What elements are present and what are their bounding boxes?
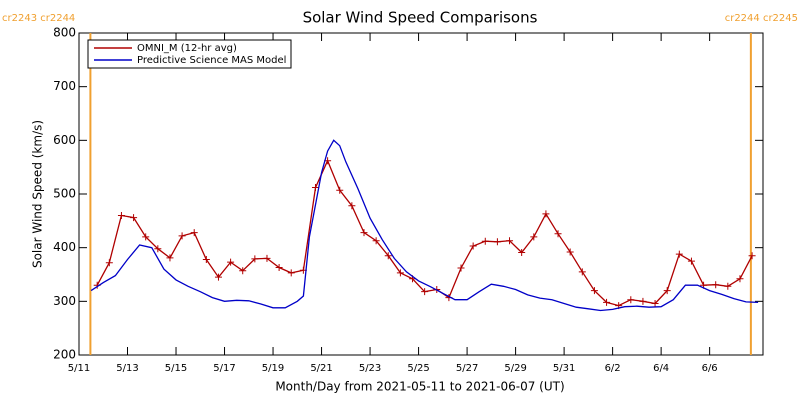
y-axis-label: Solar Wind Speed (km/s)	[31, 120, 45, 268]
y-tick-label: 700	[53, 79, 76, 93]
data-point	[202, 255, 210, 263]
data-point	[469, 242, 477, 250]
y-tick-label: 300	[53, 294, 76, 308]
data-point	[166, 254, 174, 262]
data-point	[275, 264, 283, 272]
series-line	[90, 139, 759, 312]
data-point	[651, 299, 659, 307]
x-tick-label: 5/15	[165, 363, 187, 374]
x-tick-label: 5/13	[116, 363, 138, 374]
x-tick-label: 5/23	[359, 363, 381, 374]
x-tick-label: 6/2	[605, 363, 621, 374]
data-point	[421, 288, 429, 296]
data-point	[360, 229, 368, 237]
chart-title: Solar Wind Speed Comparisons	[303, 9, 538, 27]
x-tick-label: 5/31	[553, 363, 575, 374]
data-point	[493, 238, 501, 246]
data-point	[239, 267, 247, 275]
x-tick-label: 5/17	[213, 363, 235, 374]
data-point	[372, 237, 380, 245]
data-point	[712, 281, 720, 289]
rotation-label: cr2244 cr2245	[725, 13, 798, 24]
x-tick-label: 6/4	[653, 363, 669, 374]
data-point	[554, 230, 562, 238]
data-point	[518, 248, 526, 256]
x-tick-label: 5/21	[310, 363, 332, 374]
legend-box	[87, 39, 292, 69]
data-point	[748, 252, 756, 260]
data-point	[178, 232, 186, 240]
data-point	[336, 186, 344, 194]
data-point	[639, 297, 647, 305]
data-point	[457, 264, 465, 272]
data-point	[578, 268, 586, 276]
data-point	[530, 233, 538, 241]
data-point	[506, 237, 514, 245]
data-point	[384, 252, 392, 260]
data-point	[130, 214, 138, 222]
data-point	[687, 257, 695, 265]
x-tick-label: 6/6	[702, 363, 718, 374]
x-tick-label: 5/25	[407, 363, 429, 374]
data-point	[287, 269, 295, 277]
data-point	[675, 250, 683, 258]
data-point	[154, 245, 162, 253]
y-tick-label: 800	[53, 26, 76, 40]
x-axis-label: Month/Day from 2021-05-11 to 2021-06-07 …	[275, 380, 564, 394]
y-tick-label: 600	[53, 133, 76, 147]
data-point	[566, 248, 574, 256]
x-tick-label: 5/27	[456, 363, 478, 374]
data-point	[190, 229, 198, 237]
rotation-label: cr2243 cr2244	[2, 13, 75, 24]
data-point	[263, 254, 271, 262]
data-point	[736, 275, 744, 283]
data-point	[311, 184, 319, 192]
data-point	[214, 273, 222, 281]
data-point	[348, 202, 356, 210]
legend-label: Predictive Science MAS Model	[137, 55, 286, 66]
legend-label: OMNI_M (12-hr avg)	[137, 43, 237, 54]
x-tick-label: 5/29	[504, 363, 526, 374]
data-point	[481, 237, 489, 245]
data-point	[542, 210, 550, 218]
data-point	[227, 258, 235, 266]
data-point	[396, 269, 404, 277]
x-tick-label: 5/19	[262, 363, 284, 374]
data-point	[603, 298, 611, 306]
data-point	[117, 211, 125, 219]
data-point	[724, 282, 732, 290]
y-tick-label: 200	[53, 348, 76, 362]
data-point	[627, 296, 635, 304]
data-point	[105, 259, 113, 267]
data-point	[142, 233, 150, 241]
data-point	[251, 255, 259, 263]
data-point	[663, 287, 671, 295]
data-point	[590, 287, 598, 295]
y-tick-label: 500	[53, 187, 76, 201]
y-tick-label: 400	[53, 240, 76, 254]
x-tick-label: 5/11	[68, 363, 90, 374]
